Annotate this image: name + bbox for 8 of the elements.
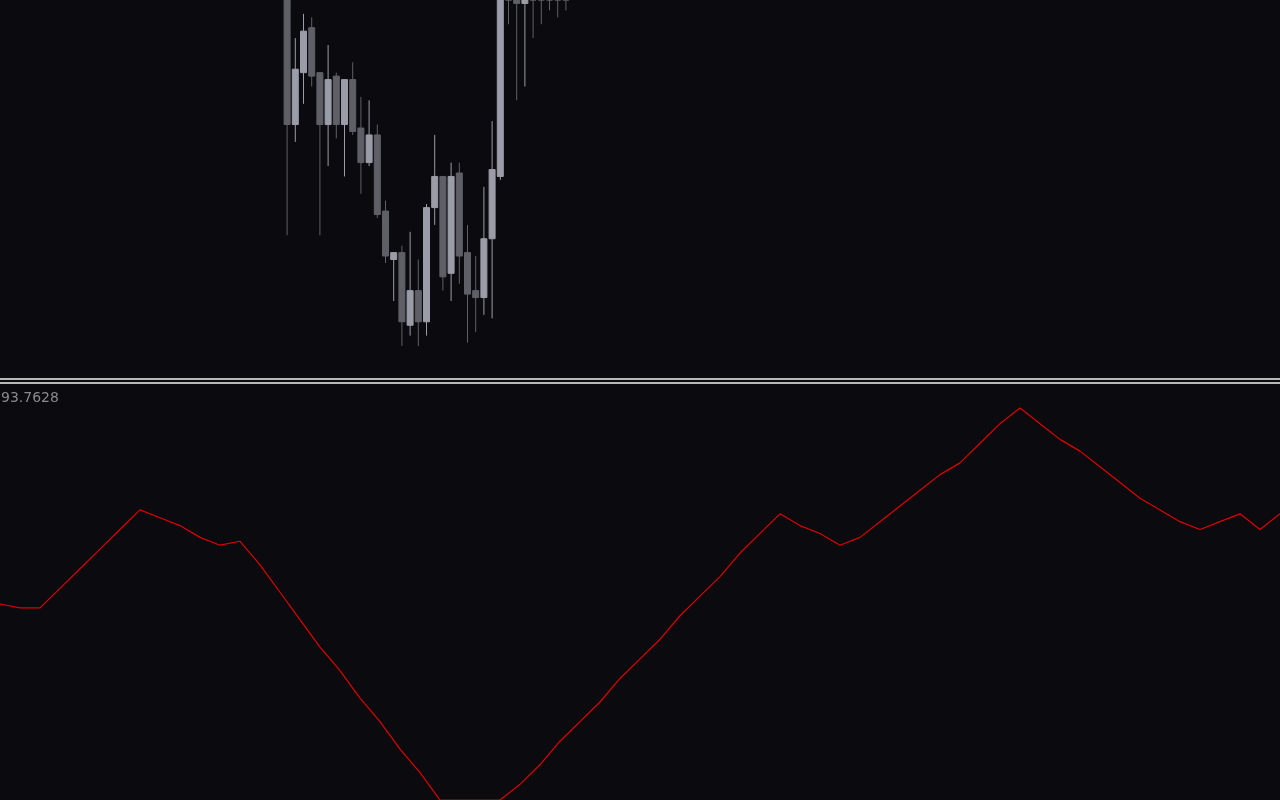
candlestick [390,252,398,302]
candlestick [521,0,529,87]
text: 93.7628 [1,389,59,406]
candlestick [529,0,537,39]
candlestick [562,0,570,11]
candlestick [537,0,545,25]
candlestick [546,0,553,11]
candlestick [554,0,562,18]
